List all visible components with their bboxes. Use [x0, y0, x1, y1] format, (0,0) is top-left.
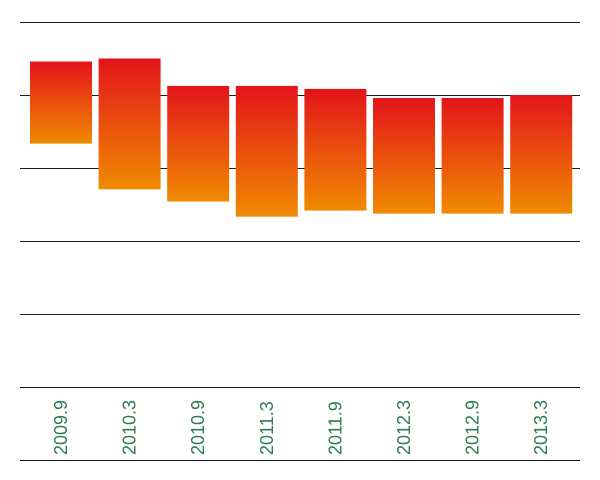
bar-2010.3 — [98, 58, 161, 190]
x-tick-label-2012.3: 2012.3 — [394, 400, 414, 455]
bar-2011.3 — [235, 85, 298, 217]
bar-2009.9 — [30, 61, 92, 144]
bar-2011.9 — [304, 88, 367, 211]
x-tick-label-2011.3: 2011.3 — [257, 401, 277, 455]
bar-2012.3 — [373, 98, 435, 214]
x-tick-labels: 2009.9 2010.3 2010.9 2011.3 2011.9 2012.3 2012… — [51, 400, 551, 455]
bar-2010.9 — [167, 85, 230, 202]
x-tick-label-2011.9: 2011.9 — [325, 401, 345, 455]
x-tick-label-2009.9: 2009.9 — [51, 400, 71, 455]
x-tick-label-2010.3: 2010.3 — [120, 400, 140, 455]
bar-2012.9 — [441, 98, 504, 214]
x-tick-label-2010.9: 2010.9 — [188, 400, 208, 455]
x-tick-label-2012.9: 2012.9 — [463, 400, 483, 455]
bars — [30, 58, 573, 217]
x-tick-label-2013.3: 2013.3 — [531, 400, 551, 455]
bar-2013.3 — [510, 95, 573, 214]
